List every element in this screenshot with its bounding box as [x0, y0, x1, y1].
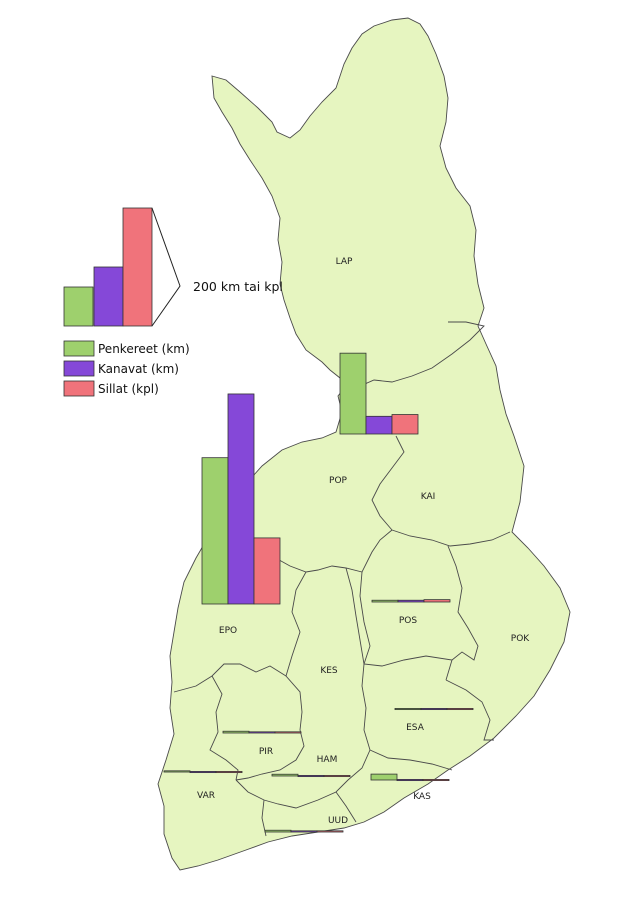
bar-uud-sillat	[316, 830, 344, 833]
legend-swatch-penkereet	[63, 340, 95, 357]
bar-pos-kanavat	[397, 599, 425, 603]
legend: 200 km tai kpl Penkereet (km) Kanavat (km)…	[63, 207, 283, 397]
scale-bracket	[151, 207, 181, 327]
region-label-kai: KAI	[421, 492, 436, 502]
border-kes-esa	[345, 567, 371, 751]
legend-label-penkereet: Penkereet (km)	[98, 342, 190, 356]
bar-pop-kanavat	[365, 415, 393, 435]
border-lap-south	[341, 321, 485, 387]
bar-epo-sillat	[253, 537, 281, 605]
region-label-lap: LAP	[336, 257, 353, 267]
bar-var-sillat	[215, 771, 243, 774]
bar-ham-sillat	[323, 775, 351, 778]
bar-pir-kanavat	[248, 731, 276, 734]
bar-epo-penkereet	[201, 457, 229, 605]
border-kai-south	[391, 529, 511, 547]
region-label-uud: UUD	[328, 816, 348, 826]
region-label-epo: EPO	[219, 626, 237, 636]
border-epo-kes	[285, 571, 307, 731]
bar-kas-penkereet	[370, 773, 398, 781]
border-esa-pok	[445, 679, 494, 741]
bar-ham-penkereet	[271, 773, 299, 777]
bar-uud-penkereet	[264, 829, 292, 833]
region-label-pop: POP	[329, 476, 348, 486]
bar-kas-sillat	[422, 779, 450, 782]
bar-esa-sillat	[446, 708, 474, 711]
bar-var-penkereet	[163, 770, 191, 773]
bar-ham-kanavat	[297, 775, 325, 778]
legend-label-kanavat: Kanavat (km)	[98, 362, 179, 376]
border-pir-ham	[235, 729, 305, 781]
bar-var-kanavat	[189, 771, 217, 774]
border-epo-pir	[173, 663, 287, 693]
legend-bar-kanavat	[93, 266, 124, 327]
scale-label: 200 km tai kpl	[193, 279, 283, 294]
region-label-kas: KAS	[413, 792, 431, 802]
border-pos-pok	[447, 545, 479, 661]
bar-epo-kanavat	[227, 393, 255, 605]
region-label-var: VAR	[197, 791, 215, 801]
bar-esa-penkereet	[394, 708, 422, 711]
border-uud-kas	[335, 791, 357, 823]
region-label-pir: PIR	[259, 747, 273, 757]
legend-swatch-sillat	[63, 380, 95, 397]
bar-pir-penkereet	[222, 730, 250, 734]
region-label-pos: POS	[399, 616, 418, 626]
border-ham-kas	[235, 749, 371, 809]
border-pos-south	[359, 571, 453, 681]
legend-bar-sillat	[122, 207, 153, 327]
border-pop-south	[271, 529, 393, 573]
legend-bar-penkereet	[63, 286, 94, 327]
bar-pop-penkereet	[339, 352, 367, 435]
border-esa-kas	[369, 749, 453, 771]
region-label-esa: ESA	[406, 723, 425, 733]
legend-swatch-kanavat	[63, 360, 95, 377]
bar-pir-sillat	[274, 731, 302, 734]
border-pir-var	[209, 675, 239, 781]
bar-pop-sillat	[391, 414, 419, 435]
border-pop-kai	[371, 435, 405, 531]
region-label-kes: KES	[320, 666, 338, 676]
region-label-pok: POK	[511, 634, 531, 644]
region-label-ham: HAM	[317, 755, 338, 765]
bar-esa-kanavat	[420, 708, 448, 711]
bar-kas-kanavat	[396, 779, 424, 782]
bar-pos-sillat	[423, 599, 451, 603]
finland-outline	[157, 17, 571, 871]
bar-uud-kanavat	[290, 830, 318, 833]
legend-label-sillat: Sillat (kpl)	[98, 382, 159, 396]
bar-pos-penkereet	[371, 599, 399, 603]
